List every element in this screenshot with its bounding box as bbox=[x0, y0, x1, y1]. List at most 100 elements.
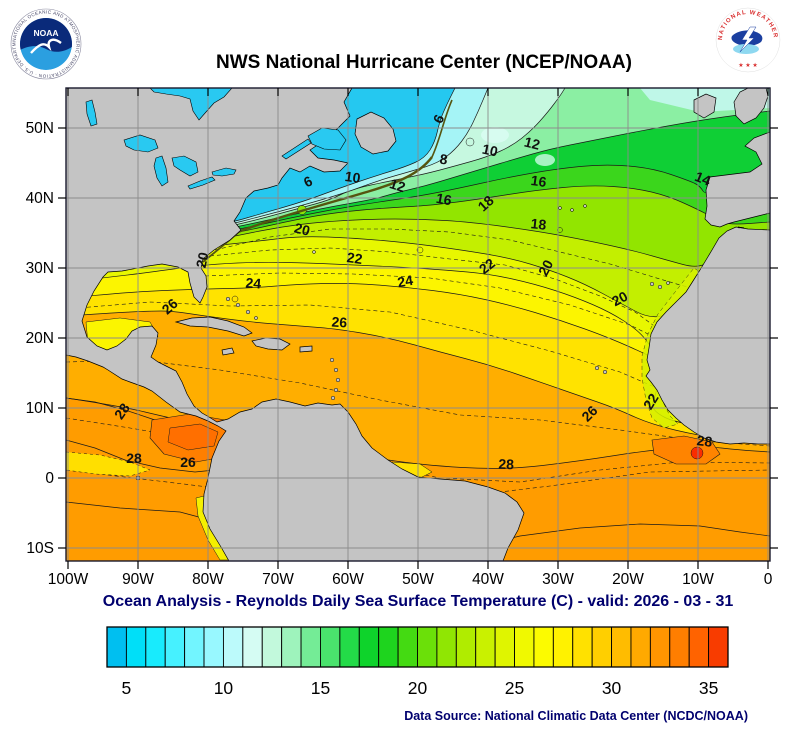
colorbar-tick-label: 30 bbox=[602, 678, 622, 698]
lake-superior bbox=[123, 134, 159, 153]
colorbar-tick-label: 10 bbox=[214, 678, 234, 698]
contour-label-20: 20 bbox=[535, 257, 557, 278]
colorbar-tick-label: 25 bbox=[505, 678, 524, 698]
gibraltar-current-arrow: ← bbox=[736, 220, 747, 232]
colorbar-cell bbox=[203, 626, 224, 668]
panama-warm-core bbox=[167, 423, 219, 451]
equatorial-pacific-tongue bbox=[66, 451, 151, 477]
nws-lightning-icon bbox=[739, 26, 757, 53]
colorbar-cell bbox=[339, 626, 360, 668]
land-puerto-rico bbox=[299, 345, 313, 353]
lake-ontario bbox=[211, 167, 237, 177]
cold-eddy-patch-2 bbox=[535, 154, 555, 166]
st-lawrence-river bbox=[281, 138, 312, 160]
colorbar-tick-label: 35 bbox=[699, 678, 718, 698]
x-axis-label: 40W bbox=[472, 571, 504, 588]
contour-label-26: 26 bbox=[180, 454, 196, 470]
land-ireland bbox=[693, 93, 717, 119]
colorbar-cell bbox=[417, 626, 438, 668]
colorbar-cell bbox=[630, 626, 651, 668]
colorbar-cell bbox=[184, 626, 205, 668]
axis-ticks bbox=[58, 88, 778, 569]
nws-cloud-icon bbox=[733, 44, 759, 54]
colorbar-cell bbox=[688, 626, 710, 668]
contour-label-16: 16 bbox=[435, 190, 453, 208]
contour-label-20: 20 bbox=[609, 288, 630, 310]
y-axis-label: 10N bbox=[26, 400, 54, 417]
x-axis-label: 10W bbox=[682, 571, 714, 588]
contour-label-10: 10 bbox=[344, 168, 362, 186]
colorbar-cell bbox=[533, 626, 554, 668]
africa-warm-core bbox=[690, 446, 704, 460]
lake-huron bbox=[171, 155, 199, 177]
colorbar-cell bbox=[281, 626, 302, 668]
contour-label-28: 28 bbox=[498, 456, 514, 473]
colorbar-tick-label: 20 bbox=[408, 678, 428, 698]
colorbar-cell bbox=[494, 626, 515, 668]
colorbar-cell bbox=[164, 626, 186, 668]
land-newfoundland bbox=[354, 111, 397, 155]
colorbar-cell bbox=[125, 626, 147, 668]
colorbar-cell bbox=[591, 626, 613, 668]
contour-label-28: 28 bbox=[696, 432, 713, 450]
lake-michigan bbox=[153, 155, 169, 187]
y-axis-label: 30N bbox=[26, 260, 54, 277]
land-jamaica bbox=[221, 347, 235, 356]
colorbar-tick-label: 15 bbox=[311, 678, 330, 698]
colorbar-cell bbox=[300, 626, 321, 668]
contour-label-12: 12 bbox=[388, 175, 408, 195]
colorbar: 5 10 15 20 25 30 35 bbox=[106, 626, 729, 698]
x-axis-label: 50W bbox=[402, 571, 434, 588]
x-axis-label: 70W bbox=[262, 571, 294, 588]
colorbar-cell bbox=[436, 626, 457, 668]
y-axis-label: 20N bbox=[26, 330, 54, 347]
colorbar-cell bbox=[358, 626, 380, 668]
land-britain bbox=[733, 88, 769, 125]
colorbar-cell bbox=[106, 626, 127, 668]
eddy-ring bbox=[465, 137, 475, 147]
eddy-ring bbox=[557, 227, 563, 233]
x-axis-label: 80W bbox=[192, 571, 224, 588]
land-europe-iberia bbox=[704, 131, 770, 228]
contour-label-26: 26 bbox=[331, 313, 348, 330]
colorbar-cell bbox=[552, 626, 574, 668]
colorbar-cell bbox=[397, 626, 418, 668]
contour-label-28: 28 bbox=[126, 450, 142, 466]
noaa-gull-icon bbox=[30, 38, 62, 54]
land-africa bbox=[645, 226, 770, 445]
contour-label-16: 16 bbox=[530, 172, 548, 190]
noaa-logo-emblem bbox=[20, 18, 72, 70]
contour-label-22: 22 bbox=[346, 249, 364, 267]
colorbar-cell bbox=[708, 626, 729, 668]
colorbar-tick-label: 5 bbox=[122, 678, 132, 698]
colorbar-cell bbox=[378, 626, 399, 668]
small-islands bbox=[135, 204, 670, 481]
colorbar-cell bbox=[320, 626, 341, 668]
eddy-ring bbox=[416, 246, 424, 254]
y-axis-label: 50N bbox=[26, 120, 54, 137]
hudson-bay bbox=[149, 88, 233, 121]
nws-logo: NATIONAL WEATHER SERVICE ★ ★ ★ bbox=[715, 7, 781, 73]
lake-winnipeg bbox=[85, 99, 98, 127]
colorbar-cell bbox=[514, 626, 535, 668]
y-axis-label: 0 bbox=[45, 470, 54, 487]
map-subtitle: Ocean Analysis - Reynolds Daily Sea Surf… bbox=[103, 593, 734, 610]
land-masses bbox=[66, 88, 770, 561]
contour-label-24: 24 bbox=[245, 274, 262, 291]
lat-lon-grid bbox=[66, 88, 770, 561]
x-axis-label: 20W bbox=[612, 571, 644, 588]
x-axis-label: 30W bbox=[542, 571, 574, 588]
axis-labels: 100W 90W 80W 70W 60W 50W 40W 30W 20W 10W 0 50N 40N 30… bbox=[26, 120, 773, 588]
colorbar-cell bbox=[572, 626, 593, 668]
contour-label-12: 12 bbox=[523, 134, 542, 153]
isotherm-contour-1 bbox=[66, 310, 770, 442]
inland-waters bbox=[85, 88, 347, 190]
y-axis-label: 10S bbox=[26, 540, 54, 557]
contour-label-18: 18 bbox=[530, 215, 547, 233]
colorbar-cell bbox=[455, 626, 477, 668]
colorbar-cell bbox=[611, 626, 632, 668]
colorbar-cell bbox=[261, 626, 283, 668]
land-cuba bbox=[174, 316, 253, 337]
